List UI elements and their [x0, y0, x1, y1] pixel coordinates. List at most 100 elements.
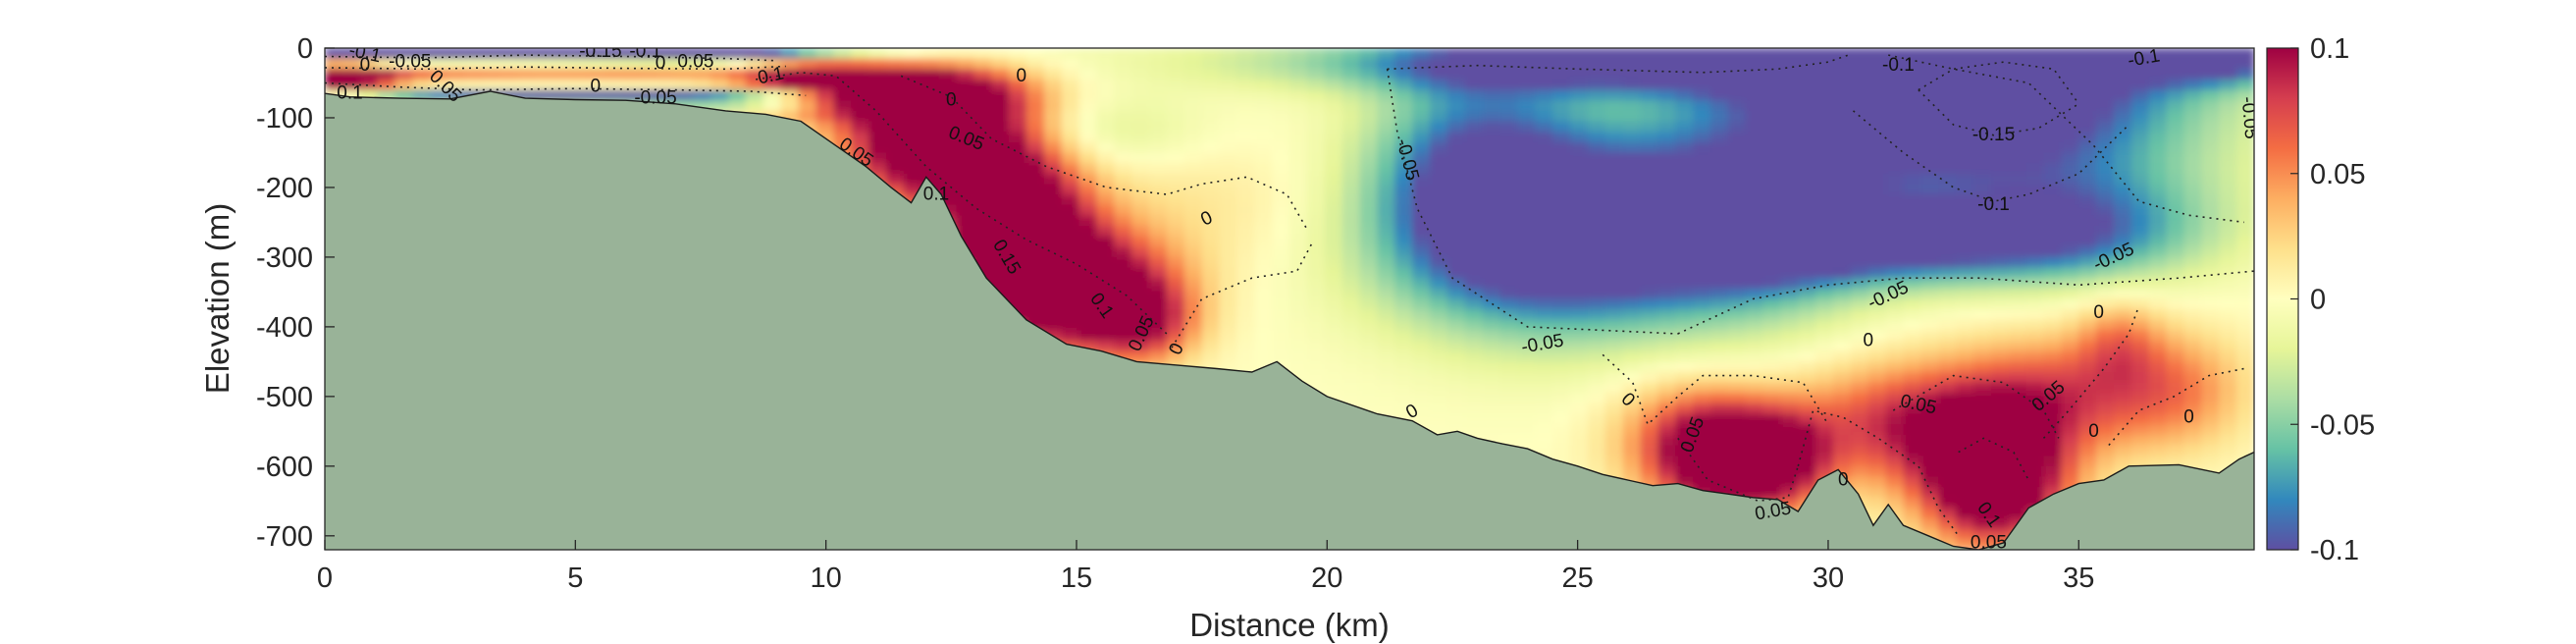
- field-cell: [1850, 236, 1869, 247]
- field-cell: [1377, 278, 1396, 290]
- field-cell: [2025, 350, 2045, 363]
- field-cell: [1587, 372, 1606, 384]
- field-cell: [2130, 403, 2150, 415]
- field-cell: [1025, 246, 1045, 258]
- field-cell: [1938, 58, 1957, 70]
- field-cell: [1798, 309, 1816, 321]
- field-cell: [1272, 152, 1290, 164]
- field-cell: [1359, 132, 1379, 143]
- field-cell: [1570, 141, 1589, 154]
- field-cell: [1552, 309, 1571, 321]
- field-cell: [1201, 246, 1221, 258]
- field-cell: [1604, 246, 1624, 258]
- field-cell: [920, 48, 940, 60]
- field-cell: [1727, 163, 1747, 175]
- field-cell: [1254, 267, 1273, 279]
- field-cell: [2130, 58, 2150, 70]
- field-cell: [1990, 288, 2010, 300]
- field-cell: [938, 89, 958, 101]
- field-cell: [920, 58, 940, 70]
- field-cell: [1131, 341, 1150, 352]
- field-cell: [1446, 110, 1466, 123]
- field-cell: [1903, 58, 1922, 70]
- field-cell: [1973, 309, 1992, 321]
- field-cell: [1482, 48, 1501, 60]
- field-cell: [1341, 236, 1361, 247]
- field-cell: [1341, 309, 1361, 321]
- field-cell: [1780, 69, 1800, 80]
- field-cell: [1850, 361, 1869, 373]
- field-cell: [1183, 309, 1203, 321]
- field-cell: [1867, 393, 1887, 404]
- field-cell: [1920, 48, 1940, 60]
- field-cell: [1903, 424, 1922, 436]
- field-cell: [2130, 121, 2150, 133]
- field-cell: [1236, 89, 1256, 101]
- field-cell: [1780, 403, 1800, 415]
- field-cell: [1359, 69, 1379, 80]
- field-cell: [1920, 288, 1940, 300]
- field-cell: [1850, 121, 1869, 133]
- field-cell: [1885, 413, 1905, 425]
- field-cell: [1166, 58, 1185, 70]
- field-cell: [1430, 267, 1448, 279]
- field-cell: [2096, 350, 2115, 363]
- field-cell: [2008, 434, 2027, 447]
- field-cell: [2025, 152, 2045, 164]
- field-cell: [570, 89, 589, 101]
- field-cell: [1867, 256, 1887, 269]
- field-cell: [1394, 163, 1413, 175]
- field-cell: [1096, 298, 1116, 310]
- field-cell: [1938, 152, 1957, 164]
- field-cell: [903, 69, 922, 80]
- field-cell: [1798, 372, 1816, 384]
- field-cell: [1709, 152, 1729, 164]
- field-cell: [1956, 132, 1974, 143]
- field-cell: [1183, 215, 1203, 227]
- field-cell: [1552, 110, 1571, 123]
- field-cell: [1394, 319, 1413, 332]
- field-cell: [1885, 361, 1905, 373]
- field-cell: [2096, 382, 2115, 395]
- field-cell: [1236, 256, 1256, 269]
- field-cell: [1166, 236, 1185, 247]
- field-cell: [2114, 298, 2132, 310]
- field-cell: [2025, 236, 2045, 247]
- field-cell: [920, 79, 940, 91]
- field-cell: [1973, 246, 1992, 258]
- field-cell: [1254, 69, 1273, 80]
- field-cell: [1622, 163, 1642, 175]
- field-cell: [1552, 236, 1571, 247]
- field-cell: [1815, 278, 1834, 290]
- field-cell: [1552, 163, 1571, 175]
- field-cell: [2078, 309, 2097, 321]
- field-cell: [2078, 319, 2097, 332]
- field-cell: [1675, 100, 1694, 112]
- field-cell: [1183, 236, 1203, 247]
- field-cell: [1043, 100, 1063, 112]
- field-cell: [1956, 476, 1974, 488]
- field-cell: [1745, 487, 1764, 499]
- field-cell: [2130, 267, 2150, 279]
- field-cell: [1956, 319, 1974, 332]
- field-cell: [1446, 163, 1466, 175]
- field-cell: [1149, 79, 1168, 91]
- field-cell: [1201, 121, 1221, 133]
- field-cell: [1201, 215, 1221, 227]
- field-cell: [1657, 341, 1676, 352]
- field-cell: [1446, 424, 1466, 436]
- field-cell: [1149, 152, 1168, 164]
- field-cell: [2008, 79, 2027, 91]
- field-cell: [1903, 110, 1922, 123]
- field-cell: [1289, 236, 1308, 247]
- field-cell: [1693, 341, 1711, 352]
- field-cell: [1903, 267, 1922, 279]
- field-cell: [1938, 163, 1957, 175]
- field-cell: [1183, 173, 1203, 186]
- field-cell: [1833, 309, 1852, 321]
- field-cell: [1482, 319, 1501, 332]
- field-cell: [1359, 372, 1379, 384]
- field-cell: [1693, 69, 1711, 80]
- field-cell: [1709, 48, 1729, 60]
- field-cell: [1359, 48, 1379, 60]
